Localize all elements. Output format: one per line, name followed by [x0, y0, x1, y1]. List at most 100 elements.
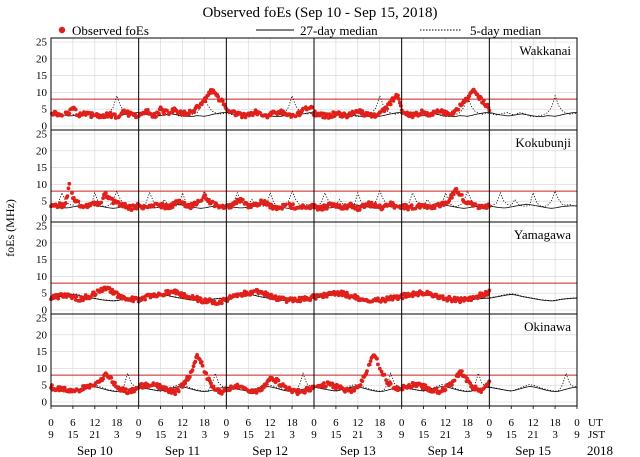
- ut-tick-label: 12: [89, 417, 100, 429]
- legend: Observed foEs 27-day median 5-day median: [58, 23, 542, 38]
- observed-point: [176, 389, 181, 394]
- observed-point: [197, 105, 201, 110]
- ut-tick-label: 6: [509, 417, 515, 429]
- observed-point: [156, 111, 161, 116]
- ut-tick-label: 18: [550, 417, 562, 429]
- observed-point: [450, 195, 454, 200]
- ut-tick-label: 0: [48, 417, 54, 429]
- jst-tick-label: 3: [289, 429, 295, 441]
- observed-point: [397, 100, 402, 105]
- observed-point: [419, 108, 424, 113]
- observed-point: [63, 201, 68, 206]
- observed-point: [412, 381, 417, 386]
- observed-point: [303, 390, 307, 395]
- jst-tick-label: 21: [177, 429, 188, 441]
- observed-point: [406, 207, 410, 212]
- y-tick-label: 15: [36, 162, 48, 174]
- observed-point: [385, 106, 389, 111]
- observed-point: [216, 94, 221, 99]
- jst-axis-label: JST: [588, 429, 605, 441]
- observed-point: [204, 371, 209, 376]
- observed-point: [273, 294, 278, 298]
- legend-observed-marker: [58, 26, 66, 34]
- y-tick-label: 10: [36, 87, 48, 99]
- observed-point: [67, 181, 72, 186]
- observed-point: [373, 202, 378, 206]
- panel-kokubunji: 0 5 10 15 20 25 Kokubunji: [36, 129, 578, 225]
- observed-point: [313, 296, 318, 301]
- observed-point: [324, 112, 329, 117]
- observed-point: [73, 107, 78, 112]
- y-tick-label: 15: [36, 70, 48, 82]
- observed-point: [452, 378, 457, 383]
- y-tick-label: 5: [42, 196, 48, 208]
- y-tick-label: 5: [42, 104, 48, 116]
- panel-okinawa: 0 5 10 15 20 25 Okinawa: [36, 313, 578, 409]
- observed-point: [163, 292, 168, 297]
- y-tick-label: 25: [36, 313, 48, 325]
- observed-point: [207, 197, 211, 202]
- day-label: Sep 10: [77, 443, 113, 457]
- observed-point: [388, 381, 393, 386]
- ut-tick-label: 12: [177, 417, 188, 429]
- y-tick-label: 20: [36, 237, 48, 249]
- observed-point: [127, 203, 132, 208]
- legend-27day-label: 27-day median: [300, 23, 378, 38]
- ut-tick-label: 18: [462, 417, 474, 429]
- observed-point: [342, 206, 346, 211]
- observed-point: [113, 380, 117, 385]
- observed-point: [199, 198, 204, 203]
- observed-point: [454, 187, 459, 191]
- observed-point: [410, 207, 415, 211]
- observed-point: [276, 378, 281, 383]
- observed-point: [109, 375, 114, 380]
- ut-tick-label: 12: [440, 417, 451, 429]
- y-tick-label: 0: [42, 397, 48, 409]
- observed-point: [365, 369, 369, 373]
- y-tick-label: 20: [36, 53, 48, 65]
- observed-point: [70, 191, 74, 195]
- station-label: Okinawa: [524, 319, 571, 334]
- ut-tick-label: 6: [333, 417, 339, 429]
- jst-tick-label: 3: [114, 429, 120, 441]
- ut-tick-label: 12: [352, 417, 363, 429]
- observed-point: [93, 292, 98, 297]
- observed-point: [441, 203, 446, 208]
- observed-point: [460, 369, 464, 373]
- ut-tick-label: 18: [374, 417, 386, 429]
- observed-point: [440, 294, 445, 299]
- ut-tick-label: 6: [158, 417, 164, 429]
- observed-point: [358, 383, 363, 387]
- jst-tick-label: 9: [311, 429, 317, 441]
- jst-tick-label: 15: [506, 429, 518, 441]
- observed-point: [388, 102, 393, 107]
- y-tick-label: 0: [42, 305, 48, 317]
- day-label: Sep 12: [252, 443, 288, 457]
- observed-point: [187, 375, 192, 379]
- jst-tick-label: 15: [418, 429, 430, 441]
- station-label: Wakkanai: [519, 43, 571, 58]
- observed-point: [145, 108, 150, 112]
- y-tick-label: 5: [42, 288, 48, 300]
- observed-point: [107, 286, 112, 290]
- observed-point: [293, 114, 298, 119]
- observed-point: [360, 109, 365, 113]
- observed-point: [87, 385, 92, 390]
- y-axis-label: foEs (MHz): [3, 199, 17, 257]
- observed-point: [193, 359, 198, 364]
- y-tick-label: 20: [36, 329, 48, 341]
- observed-point: [382, 372, 387, 377]
- jst-tick-label: 21: [440, 429, 451, 441]
- observed-point: [66, 186, 71, 191]
- observed-point: [343, 203, 347, 208]
- ut-tick-label: 6: [421, 417, 427, 429]
- y-tick-label: 0: [42, 121, 48, 133]
- observed-point: [367, 362, 372, 367]
- observed-point: [203, 99, 208, 104]
- observed-point: [376, 362, 380, 367]
- station-panels: 0 5 10 15 20 25 Wakkanai 0 5 10 15 20 25 Kokubunji 0 5 1…: [36, 37, 578, 409]
- ut-tick-label: 6: [70, 417, 76, 429]
- observed-point: [379, 369, 384, 374]
- observed-point: [165, 108, 169, 113]
